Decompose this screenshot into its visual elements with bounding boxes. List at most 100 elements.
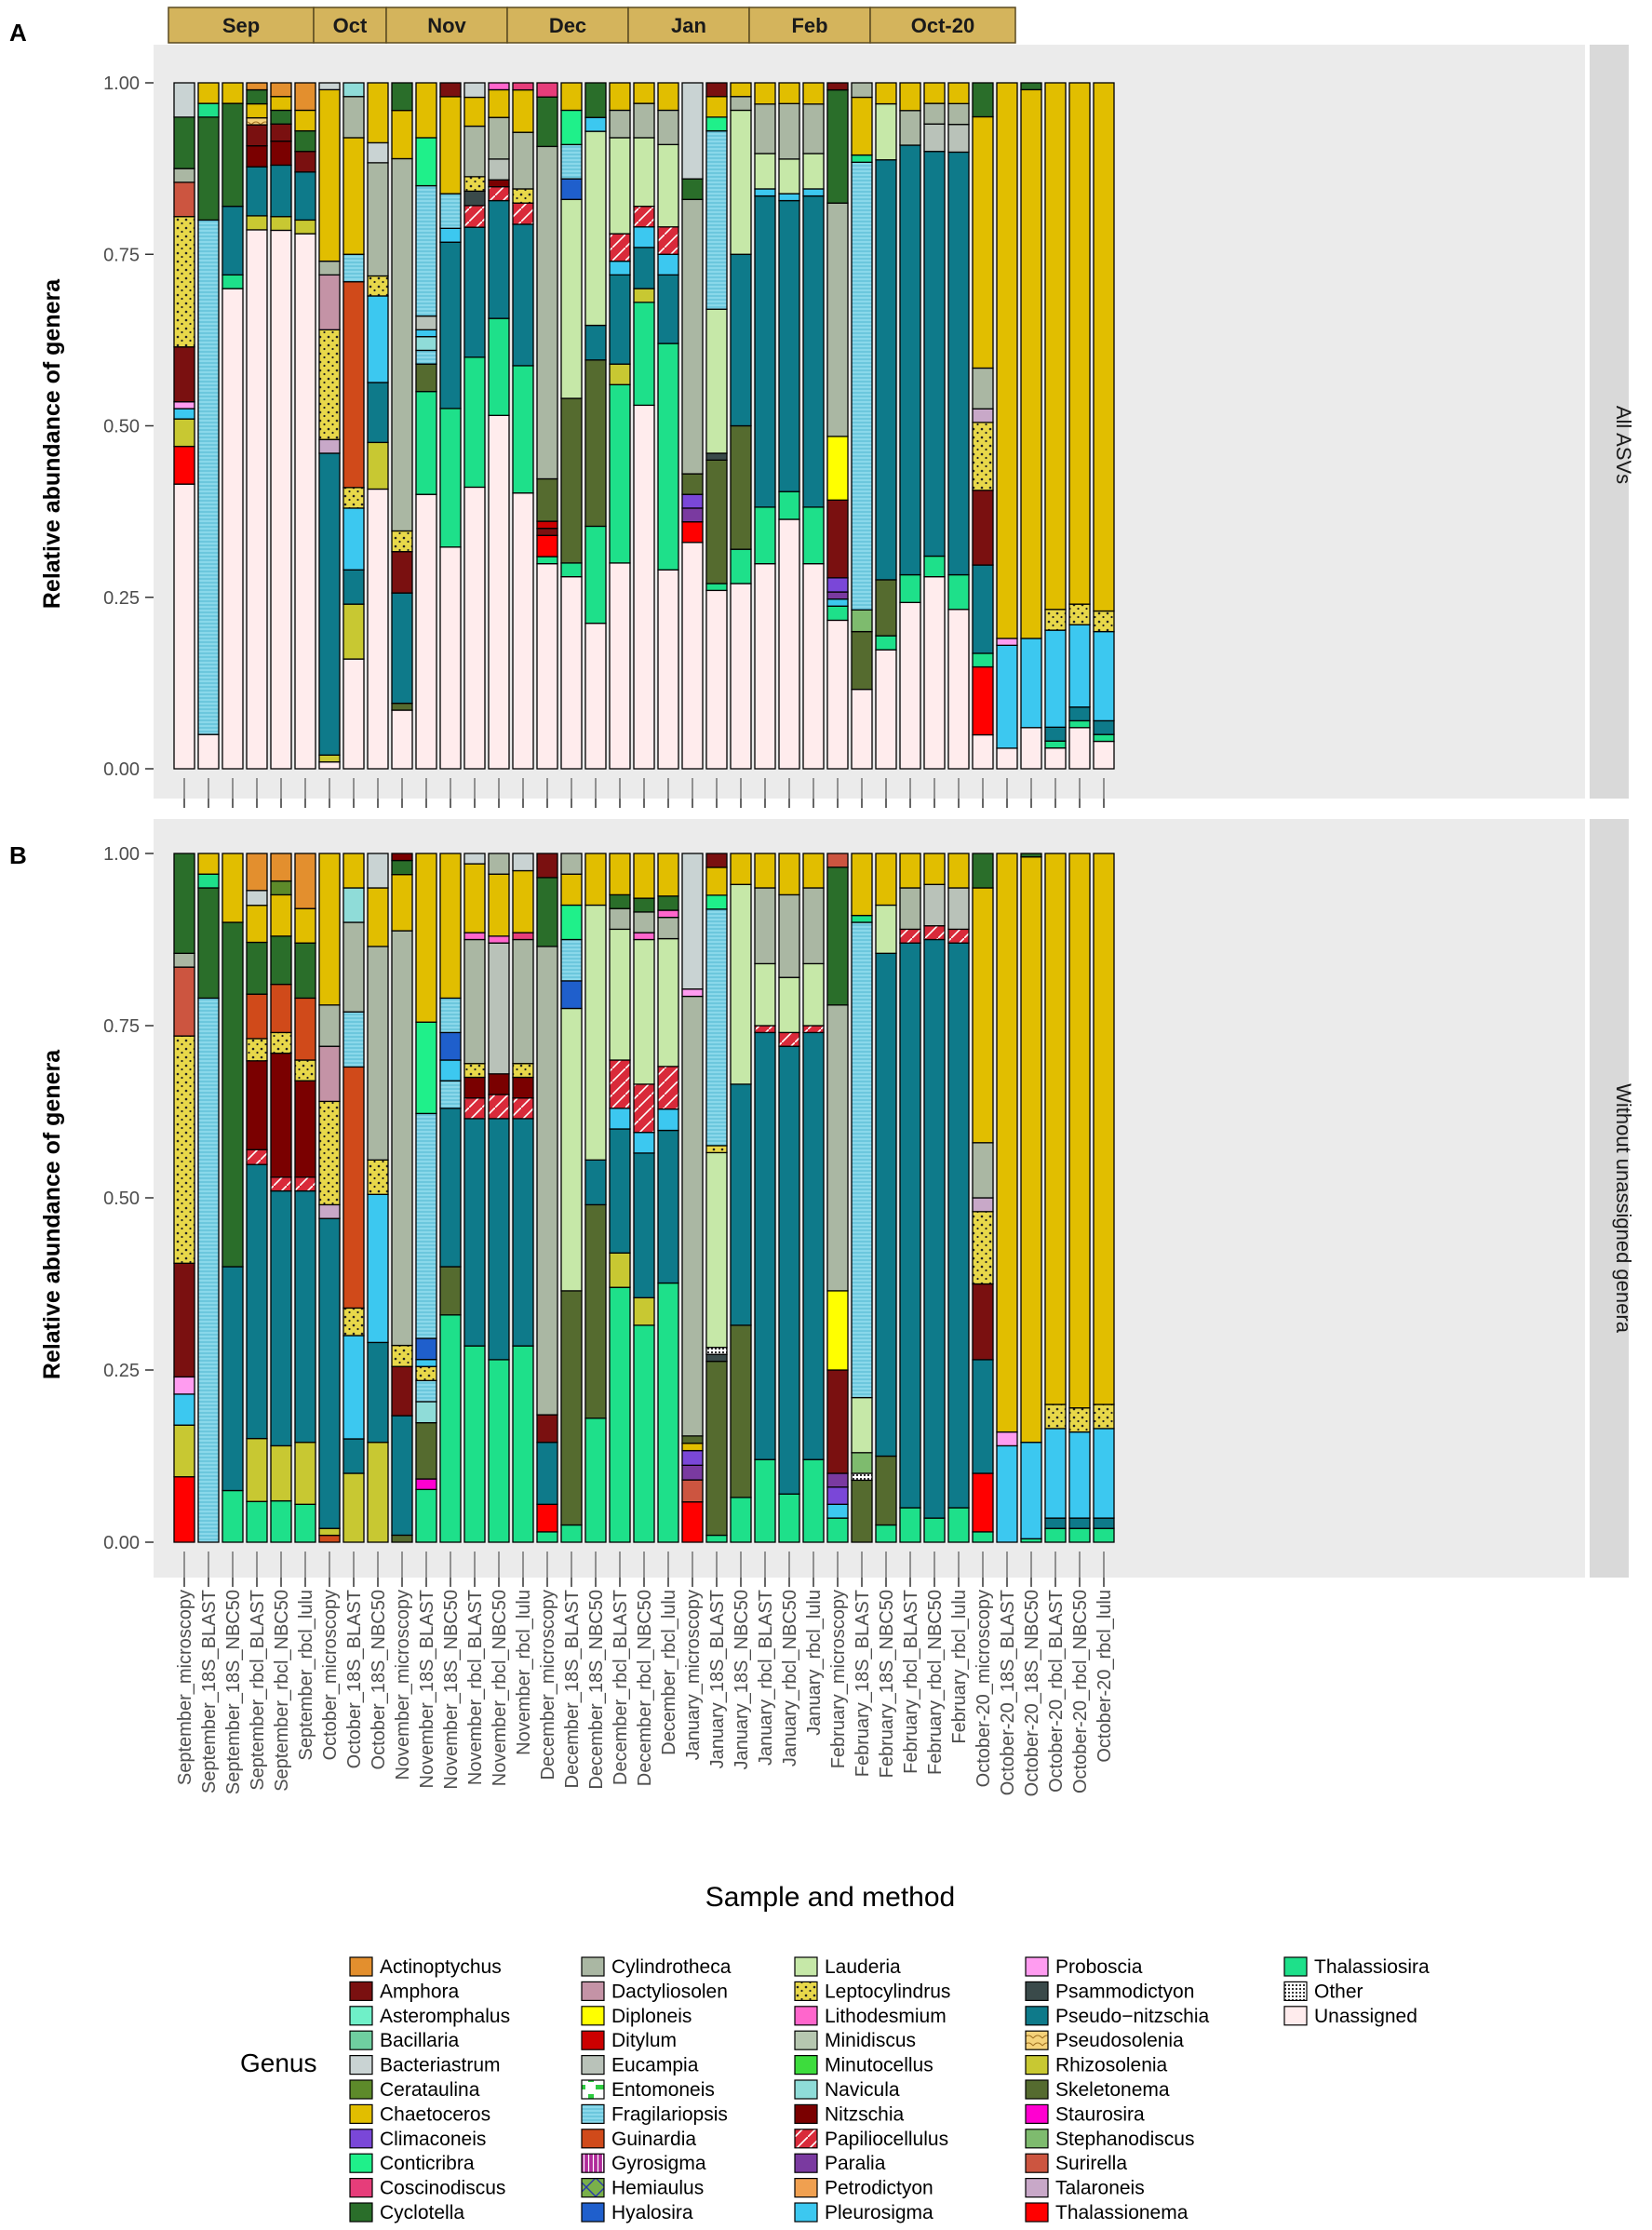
bar-segment-lauderia (657, 937, 679, 1068)
legend-label: Pseudo−nitzschia (1055, 2006, 1210, 2027)
bar-segment-amphora (705, 82, 728, 98)
legend-swatch (794, 2055, 818, 2076)
bar-segment-eucampia (947, 887, 970, 931)
bar-segment-amphora (826, 499, 849, 579)
legend-label: Stephanodiscus (1055, 2129, 1194, 2150)
bar-segment-rhizosolenia (342, 1472, 365, 1543)
month-strip-label: Jan (671, 14, 706, 37)
bar-segment-pseudo-nitzschia (609, 1128, 631, 1254)
bar-segment-cyclotella (1020, 853, 1042, 858)
bar-segment-skeletonema (391, 1534, 413, 1543)
bar-segment-pleurosigma (367, 1193, 389, 1344)
legend-label: Chaetoceros (380, 2103, 490, 2125)
bar-segment-thalassiosira (730, 1497, 752, 1543)
panel-label-a: A (9, 19, 27, 47)
bar-segment-pseudo-nitzschia (633, 247, 655, 289)
bar-segment-lithodesmium (633, 932, 655, 941)
bar-segment-rhizosolenia (173, 1424, 195, 1478)
bar-segment-fragilariopsis (560, 938, 583, 982)
bar-segment-lauderia (560, 198, 583, 399)
bar-segment-fragilariopsis (415, 1112, 437, 1339)
bar-segment-thalassiosira (512, 365, 534, 494)
bar-segment-chaetoceros (1020, 88, 1042, 639)
bar-segment-pseudo-nitzschia (463, 226, 486, 358)
bar-segment-cylindrotheca (318, 260, 341, 276)
bar-segment-papiliocellulus (657, 1066, 679, 1110)
legend-label: Thalassionema (1055, 2202, 1189, 2223)
bar-segment-skeletonema (584, 359, 607, 528)
bar-segment-amphora (391, 1365, 413, 1417)
bar-segment-chaetoceros (996, 853, 1018, 1433)
legend-swatch (1025, 2055, 1049, 2076)
y-tick-label: 0.00 (103, 1533, 140, 1553)
x-tick-label: September_18S_NBC50 (223, 1590, 244, 1794)
bar-segment-thalassiosira (584, 525, 607, 625)
bar-segment-pseudo-nitzschia (778, 1045, 800, 1495)
bar-segment-pseudo-nitzschia (294, 171, 316, 222)
bar-segment-paralia (681, 1464, 704, 1481)
month-strip-group: Sep Oct Nov Dec Jan Feb Oct-20 (168, 7, 1016, 44)
bar-segment-chaetoceros (899, 853, 921, 889)
bar-segment-unassigned (802, 563, 825, 770)
bar-segment-chaetoceros (439, 853, 462, 1000)
bar-segment-leptocylindrus (270, 1031, 292, 1055)
bar-segment-thalassiosira (536, 1531, 558, 1543)
bar-segment-thalassiosira (923, 1517, 946, 1543)
bar-segment-bacteriastrum (173, 82, 195, 118)
x-tick-label: January_rbcl_BLAST (756, 1590, 776, 1766)
bar-segment-lauderia (754, 962, 776, 1027)
bar-segment-cylindrotheca (754, 887, 776, 965)
bar-segment-pseudo-nitzschia (1093, 1517, 1115, 1529)
bar-segment-unassigned (1093, 740, 1115, 770)
bar-segment-thalassiosira (1068, 719, 1091, 729)
bar-segment-thalassiosira (899, 573, 921, 603)
bar-segment-chaetoceros (875, 853, 897, 907)
bar-segment-thalassiosira (972, 652, 994, 668)
bar-segment-unassigned (560, 575, 583, 770)
bar-segment-thalassionema (681, 1501, 704, 1543)
bar-segment-fragilariopsis (705, 129, 728, 310)
bar-segment-bacteriastrum (367, 141, 389, 164)
bar-segment-pleurosigma (173, 1393, 195, 1426)
legend-label: Entomoneis (611, 2079, 715, 2101)
legend-swatch (581, 2178, 605, 2198)
x-tick-label: December_rbcl_BLAST (611, 1590, 631, 1785)
bar-segment-unassigned (488, 414, 510, 770)
bar-segment-nitzschia (270, 1052, 292, 1178)
bar-segment-thalassiosira (657, 343, 679, 571)
bar-segment-cyclotella (222, 921, 244, 1268)
bar-segment-unassigned (730, 583, 752, 770)
bar-segment-cylindrotheca (536, 946, 558, 1416)
bar-segment-unassigned (996, 747, 1018, 770)
bar-segment-conticribra (705, 116, 728, 132)
bar-segment-pseudo-nitzschia (1093, 719, 1115, 735)
bar-segment-chaetoceros (367, 82, 389, 144)
bar-segment-cyclotella (681, 178, 704, 200)
bar-segment-chaetoceros (778, 82, 800, 104)
bar-segment-stephanodiscus (851, 1452, 873, 1474)
bar-segment-chaetoceros (609, 853, 631, 896)
bar-segment-skeletonema (851, 630, 873, 691)
bar-segment-thalassiosira (560, 1524, 583, 1543)
bar-segment-pseudo-nitzschia (754, 195, 776, 508)
month-strip (869, 7, 1016, 44)
bar-segment-unassigned (246, 229, 268, 770)
bar-segment-cyclotella (294, 942, 316, 1000)
bar-segment-chaetoceros (512, 88, 534, 133)
bar-segment-chaetoceros (754, 853, 776, 889)
bar-segment-leptocylindrus (367, 275, 389, 297)
bar-segment-nitzschia (294, 1080, 316, 1178)
legend-swatch (1025, 1956, 1049, 1977)
bar-segment-papiliocellulus (246, 1149, 268, 1165)
bar-segment-thalassiosira (512, 1345, 534, 1543)
bar-segment-pseudo-nitzschia (802, 1031, 825, 1460)
legend-swatch (349, 1981, 373, 2001)
bar-segment-pseudo-nitzschia (318, 452, 341, 756)
legend-swatch (1025, 2006, 1049, 2026)
bar-segment-bacteriastrum (681, 853, 704, 990)
y-tick-label: 0.75 (103, 245, 140, 265)
bar-segment-cyclotella (294, 129, 316, 153)
bar-segment-pseudo-nitzschia (1044, 726, 1067, 742)
bar-segment-lauderia (730, 109, 752, 255)
bar-segment-cyclotella (826, 866, 849, 1006)
